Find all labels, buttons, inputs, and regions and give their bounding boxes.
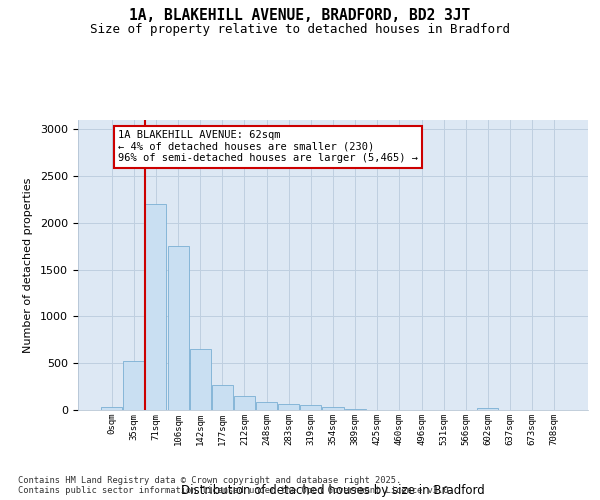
Bar — [478, 408, 499, 410]
Bar — [256, 402, 277, 410]
Bar — [145, 204, 166, 410]
Bar — [322, 406, 344, 410]
Y-axis label: Number of detached properties: Number of detached properties — [23, 178, 33, 352]
Text: 1A, BLAKEHILL AVENUE, BRADFORD, BD2 3JT: 1A, BLAKEHILL AVENUE, BRADFORD, BD2 3JT — [130, 8, 470, 22]
Bar — [124, 362, 145, 410]
Bar — [344, 409, 365, 410]
Bar — [234, 396, 255, 410]
Bar — [167, 246, 188, 410]
Text: Contains HM Land Registry data © Crown copyright and database right 2025.
Contai: Contains HM Land Registry data © Crown c… — [18, 476, 454, 495]
Bar — [212, 384, 233, 410]
Bar — [190, 349, 211, 410]
X-axis label: Distribution of detached houses by size in Bradford: Distribution of detached houses by size … — [181, 484, 485, 497]
Bar — [278, 404, 299, 410]
Text: Size of property relative to detached houses in Bradford: Size of property relative to detached ho… — [90, 22, 510, 36]
Bar — [301, 406, 322, 410]
Text: 1A BLAKEHILL AVENUE: 62sqm
← 4% of detached houses are smaller (230)
96% of semi: 1A BLAKEHILL AVENUE: 62sqm ← 4% of detac… — [118, 130, 418, 164]
Bar — [101, 407, 122, 410]
